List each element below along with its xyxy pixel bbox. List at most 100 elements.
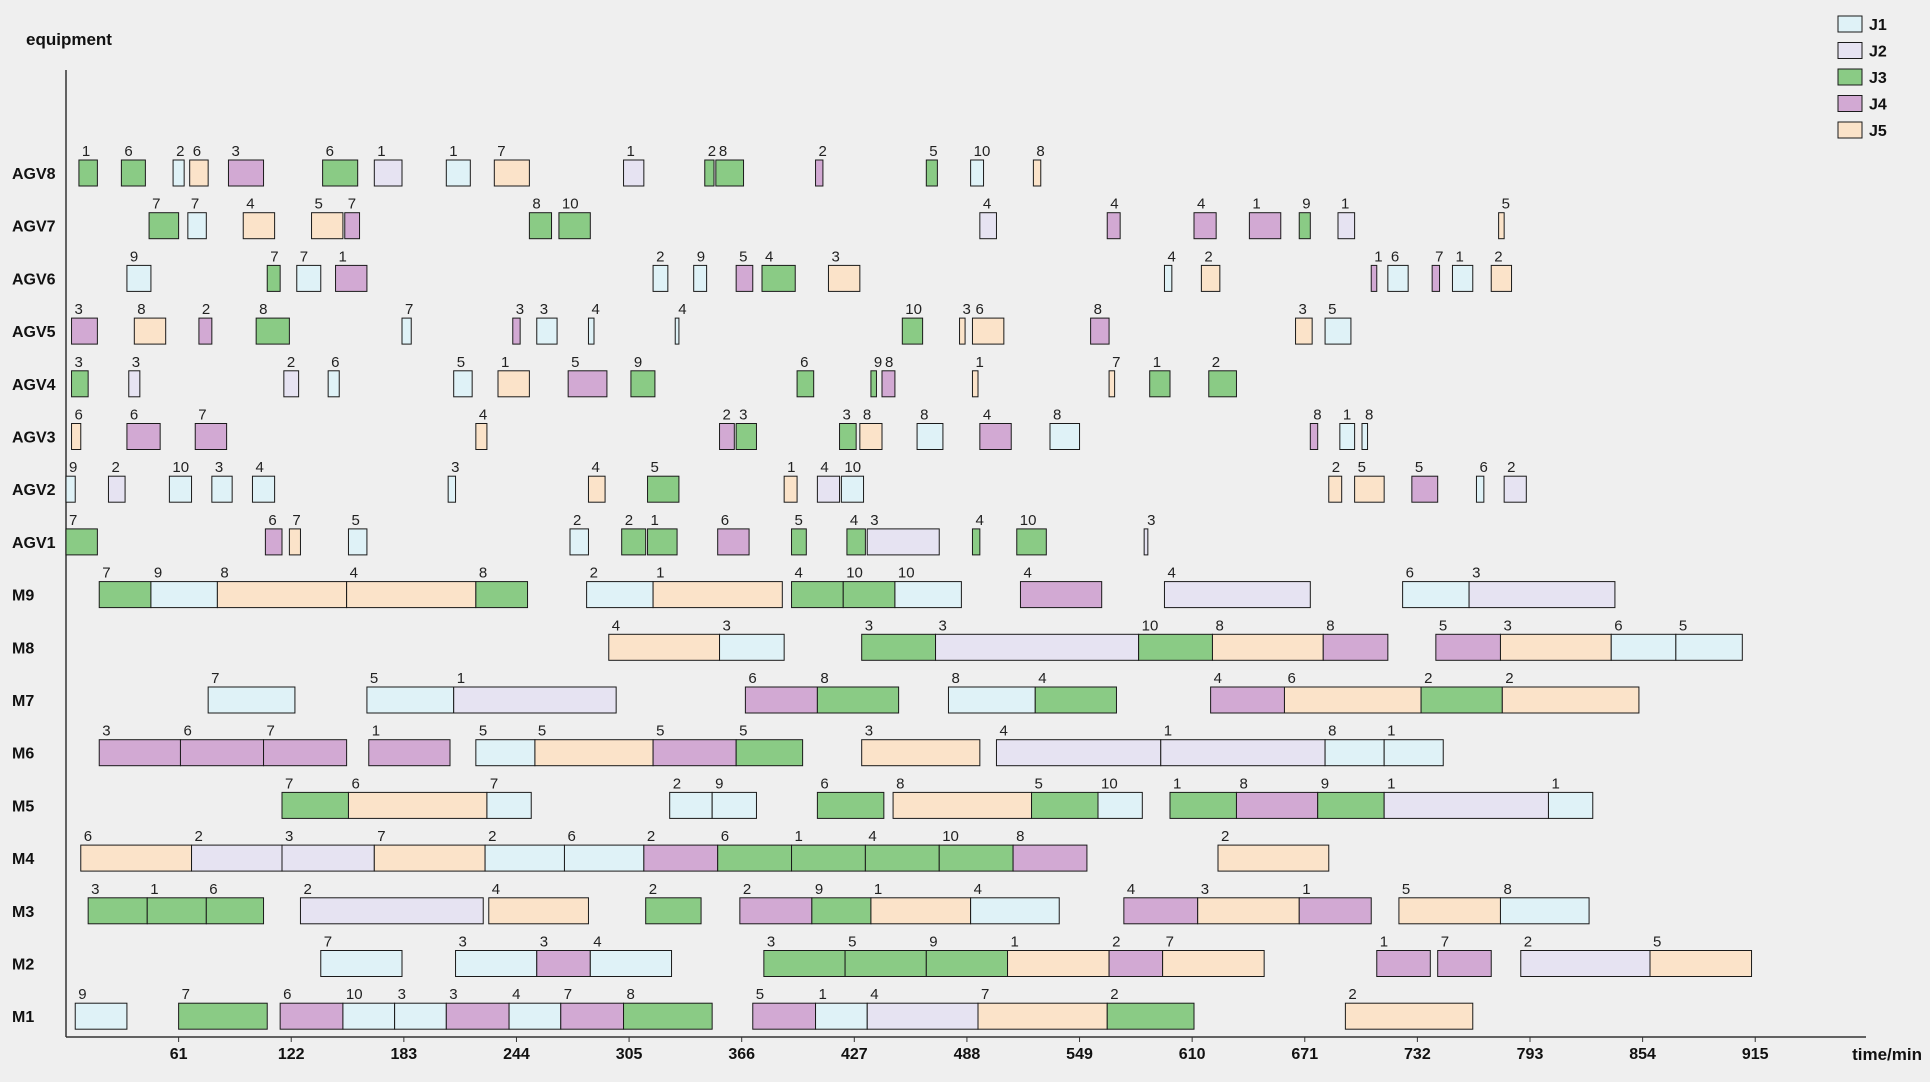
task-label: 4 [999, 723, 1007, 740]
task-label: 10 [1020, 512, 1037, 529]
task-label: 4 [591, 301, 599, 318]
task-label: 1 [372, 723, 380, 740]
task-label: 6 [183, 723, 191, 740]
task-label: 1 [1341, 196, 1349, 213]
task-label: 7 [69, 512, 77, 529]
task-bar-m7-j1 [207, 686, 296, 714]
task-bar-agv7-j3 [1298, 212, 1311, 240]
task-bar-m3-j3 [146, 897, 207, 925]
task-label: 5 [1035, 775, 1043, 792]
task-label: 1 [1173, 775, 1181, 792]
task-bar-agv4-j2 [128, 370, 141, 398]
task-label: 4 [1214, 670, 1222, 687]
task-bar-m1-j3 [623, 1002, 713, 1030]
task-bar-m2-j1 [320, 950, 403, 977]
resource-rows: AGV8 AGV7 AGV6 AGV5 AGV4 AGV3 AGV2 AGV1 M9 M8 M7 M6… [12, 166, 56, 1026]
task-label: 2 [1424, 670, 1432, 687]
task-label: 10 [905, 301, 922, 318]
task-label: 5 [479, 723, 487, 740]
task-label: 1 [457, 670, 465, 687]
task-label: 2 [1507, 459, 1515, 476]
task-bar-agv2-j4 [1411, 475, 1439, 503]
task-bar-m6-j1 [1383, 739, 1444, 767]
task-bar-agv8-j3 [120, 159, 146, 187]
task-label: 4 [591, 459, 599, 476]
task-bar-m5-j1 [1547, 791, 1594, 819]
task-label: 6 [124, 143, 132, 160]
task-label: 3 [75, 301, 83, 318]
legend-label-j2: J2 [1869, 44, 1887, 61]
row-label-m3: M3 [12, 904, 34, 921]
task-label: 5 [795, 512, 803, 529]
task-bar-agv4-j1 [327, 370, 340, 398]
row-label-agv1: AGV1 [12, 535, 56, 552]
task-label: 7 [300, 248, 308, 265]
task-label: 9 [929, 934, 937, 951]
task-label: 4 [1038, 670, 1046, 687]
task-label: 6 [567, 828, 575, 845]
task-label: 8 [532, 196, 540, 213]
task-bar-agv3-j1 [1339, 423, 1356, 450]
task-label: 8 [1036, 143, 1044, 160]
task-label: 7 [102, 565, 110, 582]
task-label: 7 [182, 986, 190, 1003]
task-label: 6 [820, 775, 828, 792]
task-bar-m1-j4 [279, 1002, 344, 1030]
task-bar-agv6-j4 [1431, 264, 1441, 292]
task-label: 3 [516, 301, 524, 318]
task-label: 6 [721, 512, 729, 529]
task-bar-agv5-j3 [255, 317, 290, 345]
task-bar-m3-j3 [205, 897, 265, 925]
task-bar-m2-j3 [844, 950, 927, 977]
task-bar-m2-j2 [1520, 950, 1651, 977]
task-label: 6 [130, 407, 138, 424]
task-bar-agv1-j4 [717, 528, 750, 556]
task-bar-agv4-j3 [1208, 370, 1237, 398]
task-label: 6 [1391, 248, 1399, 265]
task-label: 6 [84, 828, 92, 845]
task-label: 1 [1387, 775, 1395, 792]
task-label: 6 [331, 354, 339, 371]
task-bar-agv6-j5 [1490, 264, 1513, 292]
task-label: 3 [843, 407, 851, 424]
task-bar-agv5-j3 [901, 317, 924, 345]
task-bar-m4-j3 [938, 844, 1014, 872]
row-label-m4: M4 [12, 851, 34, 868]
task-label: 3 [398, 986, 406, 1003]
task-label: 4 [350, 565, 358, 582]
task-bar-agv3-j5 [859, 423, 883, 450]
task-bar-m1-j4 [752, 1002, 817, 1030]
task-label: 8 [220, 565, 228, 582]
task-label: 5 [1358, 459, 1366, 476]
task-label: 3 [865, 723, 873, 740]
task-bar-agv3-j1 [1049, 423, 1081, 450]
task-label: 1 [874, 881, 882, 898]
task-bar-m5-j3 [1169, 791, 1237, 819]
row-label-m5: M5 [12, 798, 34, 815]
task-label: 7 [270, 248, 278, 265]
task-label: 2 [1332, 459, 1340, 476]
task-label: 1 [1164, 723, 1172, 740]
task-bar-agv5-j5 [959, 317, 966, 345]
task-bar-agv3-j1 [1361, 423, 1369, 450]
task-bar-m3-j4 [1123, 897, 1199, 925]
task-bar-agv2-j1 [65, 475, 76, 503]
task-label: 1 [1153, 354, 1161, 371]
task-label: 8 [627, 986, 635, 1003]
task-label: 6 [800, 354, 808, 371]
task-label: 8 [951, 670, 959, 687]
task-label: 4 [975, 512, 983, 529]
task-bar-agv3-j4 [979, 423, 1012, 450]
task-label: 1 [1252, 196, 1260, 213]
task-label: 3 [540, 301, 548, 318]
task-bar-agv1-j3 [846, 528, 866, 556]
task-label: 10 [1101, 775, 1118, 792]
task-bar-agv8-j2 [623, 159, 645, 187]
task-label: 5 [315, 196, 323, 213]
task-label: 4 [983, 407, 991, 424]
task-bar-m4-j5 [80, 844, 193, 872]
task-bar-agv1-j1 [347, 528, 368, 556]
task-label: 2 [743, 881, 751, 898]
task-bar-agv4-j3 [630, 370, 656, 398]
